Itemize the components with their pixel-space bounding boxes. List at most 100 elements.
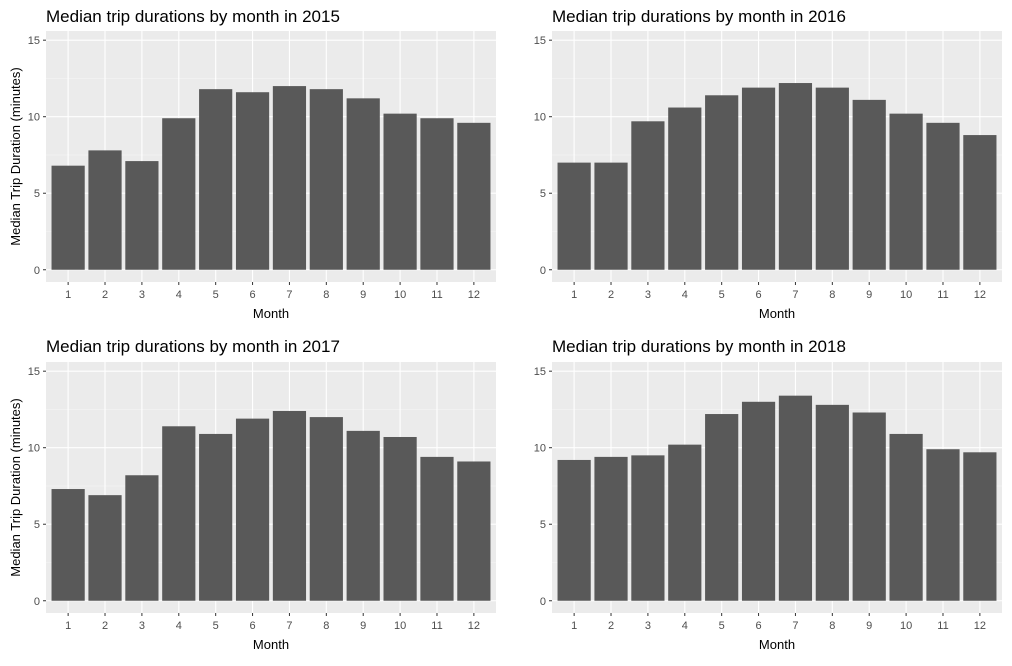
bar-month-4 bbox=[162, 118, 196, 270]
x-tick-label: 11 bbox=[431, 289, 442, 301]
x-tick-label: 2 bbox=[608, 620, 614, 632]
bar-month-6 bbox=[235, 418, 270, 601]
bar-month-10 bbox=[889, 113, 923, 270]
bar-month-7 bbox=[272, 86, 307, 270]
x-tick-label: 9 bbox=[866, 620, 872, 632]
bar-month-5 bbox=[199, 433, 233, 601]
bar-month-10 bbox=[383, 436, 417, 601]
bar-month-3 bbox=[125, 161, 159, 270]
bar-month-1 bbox=[557, 459, 591, 601]
bar-month-6 bbox=[741, 401, 776, 601]
y-tick-label: 15 bbox=[534, 35, 546, 47]
bar-month-5 bbox=[705, 414, 739, 601]
bar-month-2 bbox=[88, 495, 122, 601]
bar-month-9 bbox=[852, 412, 886, 601]
x-tick-label: 7 bbox=[792, 289, 798, 301]
bar-month-8 bbox=[309, 89, 343, 270]
x-tick-label: 1 bbox=[571, 620, 577, 632]
bar-month-5 bbox=[705, 95, 739, 270]
x-tick-label: 4 bbox=[176, 620, 182, 632]
x-tick-label: 4 bbox=[682, 289, 688, 301]
bar-month-8 bbox=[815, 87, 849, 270]
x-tick-label: 11 bbox=[431, 620, 442, 632]
bar-month-2 bbox=[88, 150, 122, 270]
chart-title: Median trip durations by month in 2018 bbox=[552, 337, 846, 356]
y-tick-label: 5 bbox=[34, 188, 40, 200]
x-tick-label: 10 bbox=[394, 620, 406, 632]
x-tick-label: 8 bbox=[829, 289, 835, 301]
x-tick-label: 8 bbox=[323, 620, 329, 632]
bar-month-7 bbox=[778, 83, 813, 270]
bar-month-11 bbox=[926, 449, 960, 601]
bar-month-11 bbox=[420, 118, 454, 270]
x-tick-label: 10 bbox=[900, 620, 912, 632]
x-tick-label: 3 bbox=[645, 289, 651, 301]
x-tick-label: 7 bbox=[286, 289, 292, 301]
y-tick-label: 10 bbox=[28, 443, 40, 455]
x-tick-label: 7 bbox=[792, 620, 798, 632]
y-axis-label: Median Trip Duration (minutes) bbox=[8, 398, 23, 576]
x-tick-label: 3 bbox=[139, 620, 145, 632]
x-axis-label: Month bbox=[759, 306, 795, 321]
bar-month-12 bbox=[963, 452, 997, 601]
x-tick-label: 12 bbox=[468, 289, 480, 301]
x-axis-label: Month bbox=[759, 637, 795, 652]
bar-month-3 bbox=[125, 475, 159, 601]
bar-month-5 bbox=[199, 89, 233, 270]
x-axis-label: Month bbox=[253, 637, 289, 652]
facet-panel-1: Median trip durations by month in 2015 0 5… bbox=[8, 7, 496, 321]
y-axis-label: Median Trip Duration (minutes) bbox=[8, 67, 23, 245]
y-tick-label: 5 bbox=[540, 188, 546, 200]
bar-month-9 bbox=[852, 99, 886, 270]
y-tick-label: 15 bbox=[28, 35, 40, 47]
x-tick-label: 4 bbox=[176, 289, 182, 301]
bar-month-3 bbox=[631, 121, 665, 270]
x-tick-label: 10 bbox=[394, 289, 406, 301]
y-tick-label: 15 bbox=[28, 366, 40, 378]
x-tick-label: 5 bbox=[213, 620, 219, 632]
x-tick-label: 1 bbox=[65, 620, 71, 632]
bar-month-6 bbox=[741, 87, 776, 270]
bar-month-6 bbox=[235, 92, 270, 270]
x-tick-label: 2 bbox=[102, 289, 108, 301]
y-tick-label: 0 bbox=[34, 596, 40, 608]
bar-month-7 bbox=[778, 395, 813, 601]
bar-month-11 bbox=[926, 122, 960, 270]
x-tick-label: 6 bbox=[249, 289, 255, 301]
bar-month-12 bbox=[963, 135, 997, 270]
y-tick-label: 0 bbox=[34, 265, 40, 277]
y-tick-label: 15 bbox=[534, 366, 546, 378]
x-tick-label: 7 bbox=[286, 620, 292, 632]
x-tick-label: 6 bbox=[755, 620, 761, 632]
y-tick-label: 0 bbox=[540, 596, 546, 608]
bar-month-2 bbox=[594, 162, 628, 270]
x-tick-label: 5 bbox=[719, 620, 725, 632]
x-tick-label: 10 bbox=[900, 289, 912, 301]
bar-month-9 bbox=[346, 430, 380, 601]
x-tick-label: 9 bbox=[360, 620, 366, 632]
x-tick-label: 5 bbox=[719, 289, 725, 301]
bar-month-7 bbox=[272, 410, 307, 601]
bar-month-2 bbox=[594, 456, 628, 601]
chart-title: Median trip durations by month in 2016 bbox=[552, 7, 846, 26]
x-tick-label: 2 bbox=[608, 289, 614, 301]
bar-month-11 bbox=[420, 456, 454, 601]
x-tick-label: 6 bbox=[249, 620, 255, 632]
x-tick-label: 1 bbox=[571, 289, 577, 301]
bar-month-10 bbox=[889, 433, 923, 601]
bar-month-1 bbox=[51, 489, 85, 601]
x-tick-label: 5 bbox=[213, 289, 219, 301]
facet-panel-4: Median trip durations by month in 2018 0 5… bbox=[534, 337, 1002, 652]
bar-month-4 bbox=[668, 444, 702, 601]
chart-title: Median trip durations by month in 2015 bbox=[46, 7, 340, 26]
x-tick-label: 4 bbox=[682, 620, 688, 632]
y-tick-label: 10 bbox=[28, 112, 40, 124]
x-tick-label: 9 bbox=[866, 289, 872, 301]
bar-month-1 bbox=[557, 162, 591, 270]
x-tick-label: 9 bbox=[360, 289, 366, 301]
y-tick-label: 5 bbox=[34, 519, 40, 531]
bar-month-1 bbox=[51, 165, 85, 270]
facet-panel-2: Median trip durations by month in 2016 0 5… bbox=[534, 7, 1002, 321]
bar-month-12 bbox=[457, 122, 491, 270]
